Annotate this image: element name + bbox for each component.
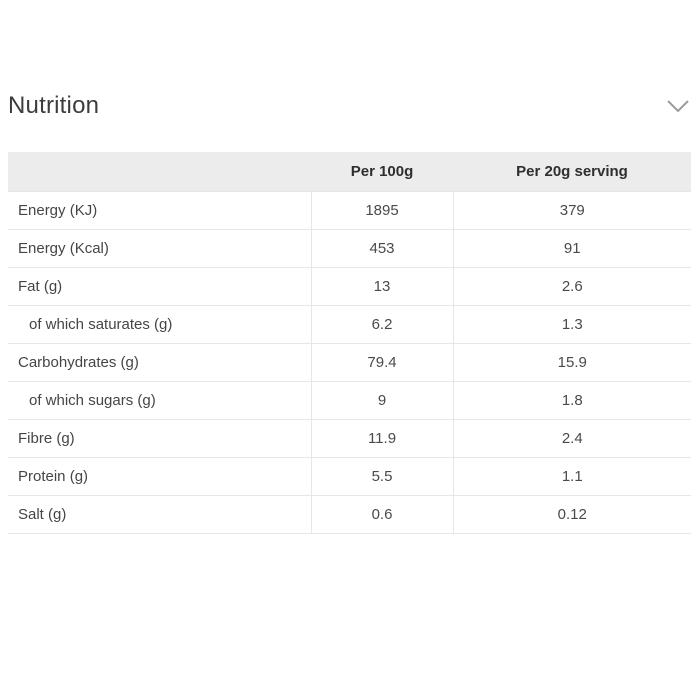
nutrition-table: Per 100g Per 20g serving Energy (KJ) 1895… bbox=[8, 152, 691, 534]
per-100g-value: 79.4 bbox=[310, 343, 453, 382]
per-100g-value: 11.9 bbox=[310, 419, 453, 458]
per-100g-value: 5.5 bbox=[310, 457, 453, 496]
table-header-row: Per 100g Per 20g serving bbox=[8, 152, 691, 192]
nutrient-label: Energy (Kcal) bbox=[8, 229, 311, 268]
per-serving-value: 2.4 bbox=[452, 419, 691, 458]
nutrient-label: Energy (KJ) bbox=[8, 191, 311, 230]
table-row: Energy (KJ) 1895 379 bbox=[8, 191, 691, 230]
per-serving-value: 0.12 bbox=[452, 495, 691, 534]
table-row: Energy (Kcal) 453 91 bbox=[8, 229, 691, 268]
per-100g-value: 13 bbox=[310, 267, 453, 306]
nutrition-accordion-header[interactable]: Nutrition bbox=[8, 88, 692, 124]
per-serving-value: 1.1 bbox=[452, 457, 691, 496]
chevron-down-icon[interactable] bbox=[665, 97, 691, 115]
per-100g-value: 6.2 bbox=[310, 305, 453, 344]
nutrient-label: of which saturates (g) bbox=[8, 305, 311, 344]
per-serving-value: 91 bbox=[452, 229, 691, 268]
per-serving-value: 15.9 bbox=[452, 343, 691, 382]
table-row: Carbohydrates (g) 79.4 15.9 bbox=[8, 343, 691, 382]
table-row: Fibre (g) 11.9 2.4 bbox=[8, 419, 691, 458]
header-per-100g: Per 100g bbox=[311, 152, 453, 192]
nutrient-label: of which sugars (g) bbox=[8, 381, 311, 420]
table-row: of which sugars (g) 9 1.8 bbox=[8, 381, 691, 420]
nutrient-label: Fibre (g) bbox=[8, 419, 311, 458]
header-nutrient-column bbox=[8, 152, 311, 192]
table-row: of which saturates (g) 6.2 1.3 bbox=[8, 305, 691, 344]
table-row: Protein (g) 5.5 1.1 bbox=[8, 457, 691, 496]
nutrient-label: Carbohydrates (g) bbox=[8, 343, 311, 382]
per-serving-value: 2.6 bbox=[452, 267, 691, 306]
nutrient-label: Fat (g) bbox=[8, 267, 311, 306]
per-100g-value: 453 bbox=[310, 229, 453, 268]
per-serving-value: 1.3 bbox=[452, 305, 691, 344]
nutrient-label: Salt (g) bbox=[8, 495, 311, 534]
nutrition-table-body: Energy (KJ) 1895 379 Energy (Kcal) 453 91 Fat … bbox=[8, 191, 691, 534]
section-title: Nutrition bbox=[8, 92, 100, 119]
table-row: Fat (g) 13 2.6 bbox=[8, 267, 691, 306]
nutrient-label: Protein (g) bbox=[8, 457, 311, 496]
per-100g-value: 1895 bbox=[310, 191, 453, 230]
per-serving-value: 1.8 bbox=[452, 381, 691, 420]
per-100g-value: 0.6 bbox=[310, 495, 453, 534]
header-per-serving: Per 20g serving bbox=[453, 152, 691, 192]
table-row: Salt (g) 0.6 0.12 bbox=[8, 495, 691, 534]
per-100g-value: 9 bbox=[310, 381, 453, 420]
per-serving-value: 379 bbox=[452, 191, 691, 230]
